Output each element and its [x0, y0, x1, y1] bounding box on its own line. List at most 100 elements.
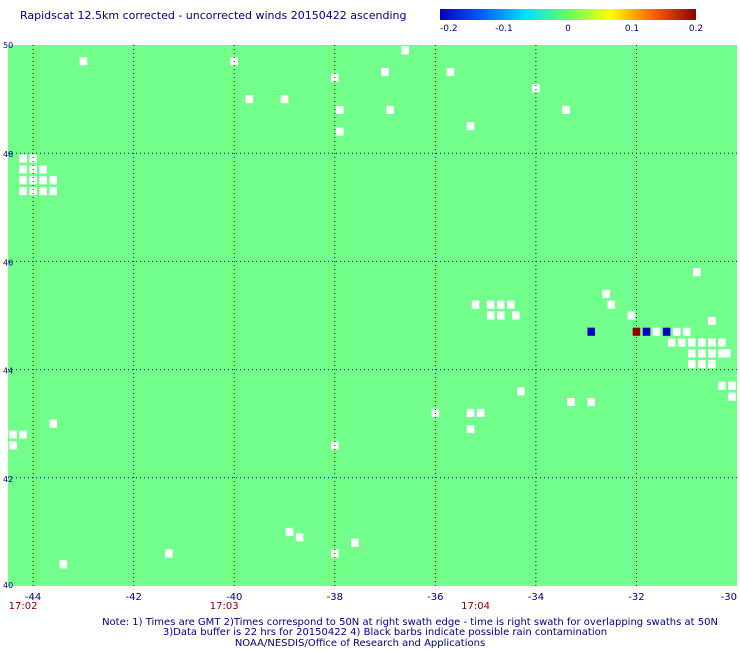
- x-tick-label: -42: [126, 592, 142, 603]
- missing-data-cell: [19, 430, 27, 439]
- missing-data-cell: [381, 67, 389, 77]
- missing-data-cell: [708, 360, 716, 369]
- colorbar-ticks: -0.2 -0.1 0 0.1 0.2: [440, 24, 703, 34]
- missing-data-cell: [19, 165, 27, 174]
- missing-data-cell: [29, 187, 37, 196]
- note-line-1: Note: 1) Times are GMT 2)Times correspon…: [102, 617, 718, 628]
- missing-data-cell: [486, 311, 495, 320]
- x-tick-label: -34: [528, 592, 544, 603]
- colorbar: [440, 9, 696, 20]
- colorbar-tick-label: 0: [565, 24, 571, 34]
- missing-data-cell: [517, 387, 525, 396]
- x-tick-label: -30: [721, 592, 737, 603]
- missing-data-cell: [295, 533, 304, 542]
- missing-data-cell: [687, 349, 696, 358]
- time-label: 17:02: [9, 601, 38, 612]
- difference-cell: [642, 327, 651, 336]
- gridlines: [8, 45, 737, 586]
- missing-data-cell: [506, 300, 515, 309]
- missing-data-cell: [602, 289, 611, 298]
- colorbar-tick-label: 0.1: [625, 24, 639, 34]
- missing-data-cell: [718, 349, 726, 358]
- missing-data-cell: [29, 154, 37, 163]
- chart-title: Rapidscat 12.5km corrected - uncorrected…: [20, 9, 407, 22]
- missing-data-cell: [59, 560, 68, 569]
- missing-data-cell: [49, 187, 58, 196]
- time-label: 17:04: [461, 601, 490, 612]
- y-tick-label: 44: [3, 367, 13, 376]
- missing-data-cell: [652, 327, 661, 336]
- missing-data-cell: [39, 165, 47, 174]
- missing-data-cell: [496, 311, 505, 320]
- missing-data-cell: [512, 311, 520, 320]
- missing-data-cell: [351, 538, 359, 547]
- missing-data-cell: [698, 360, 706, 369]
- missing-data-cell: [677, 338, 686, 347]
- missing-data-cell: [466, 122, 475, 131]
- missing-data-cell: [431, 408, 440, 417]
- time-label: 17:03: [210, 601, 239, 612]
- missing-data-cell: [532, 84, 540, 93]
- x-tick-label: -44: [25, 592, 41, 603]
- missing-data-cell: [698, 338, 706, 347]
- missing-data-cell: [667, 338, 676, 347]
- missing-data-cell: [39, 176, 47, 185]
- missing-data-cell: [486, 300, 495, 309]
- missing-data-cell: [718, 338, 726, 347]
- y-tick-labels: 40 42 44 46 48 50: [3, 41, 13, 590]
- missing-data-cell: [245, 95, 254, 104]
- missing-data-cell: [19, 176, 27, 185]
- missing-data-cell: [687, 360, 696, 369]
- x-tick-label: -36: [427, 592, 443, 603]
- missing-data-cell: [698, 349, 706, 358]
- missing-data-cell: [466, 425, 475, 434]
- missing-data-cell: [386, 105, 394, 114]
- missing-data-cell: [627, 311, 636, 320]
- y-tick-label: 46: [3, 258, 13, 267]
- missing-data-cell: [336, 127, 344, 136]
- difference-cell: [587, 327, 595, 336]
- y-tick-label: 42: [3, 475, 13, 484]
- difference-cell: [662, 327, 671, 336]
- missing-data-cell: [496, 300, 505, 309]
- missing-data-cell: [466, 408, 475, 417]
- missing-data-cell: [471, 300, 480, 309]
- missing-data-cell: [9, 441, 17, 450]
- x-tick-labels: -44 -42 -40 -38 -36 -34 -32 -30: [25, 592, 737, 603]
- time-labels: 17:02 17:03 17:04: [9, 601, 490, 612]
- y-tick-label: 40: [3, 581, 13, 590]
- missing-data-cell: [29, 176, 37, 185]
- missing-data-cell: [79, 57, 88, 66]
- colorbar-tick-label: 0.2: [689, 24, 703, 34]
- data-cells: [0, 46, 736, 569]
- missing-data-cell: [49, 176, 58, 185]
- colorbar-tick-label: -0.1: [495, 24, 513, 34]
- missing-data-cell: [723, 349, 731, 358]
- missing-data-cell: [587, 398, 595, 407]
- note-line-2: 3)Data buffer is 22 hrs for 20150422 4) …: [162, 627, 608, 638]
- missing-data-cell: [728, 392, 736, 401]
- missing-data-cell: [682, 327, 691, 336]
- note-line-3: NOAA/NESDIS/Office of Research and Appli…: [234, 638, 486, 649]
- x-tick-label: -38: [327, 592, 343, 603]
- difference-cell: [632, 327, 641, 336]
- missing-data-cell: [401, 46, 409, 55]
- missing-data-cell: [0, 441, 7, 450]
- missing-data-cell: [336, 105, 344, 114]
- missing-data-cell: [280, 95, 289, 104]
- missing-data-cell: [49, 419, 58, 428]
- missing-data-cell: [718, 381, 726, 390]
- missing-data-cell: [728, 381, 736, 390]
- missing-data-cell: [672, 327, 681, 336]
- missing-data-cell: [607, 300, 616, 309]
- missing-data-cell: [708, 316, 716, 325]
- missing-data-cell: [0, 452, 7, 461]
- missing-data-cell: [285, 527, 294, 536]
- missing-data-cell: [9, 430, 17, 439]
- missing-data-cell: [562, 105, 570, 114]
- missing-data-cell: [476, 408, 485, 417]
- missing-data-cell: [19, 187, 27, 196]
- missing-data-cell: [567, 398, 575, 407]
- wind-difference-field: [8, 45, 737, 586]
